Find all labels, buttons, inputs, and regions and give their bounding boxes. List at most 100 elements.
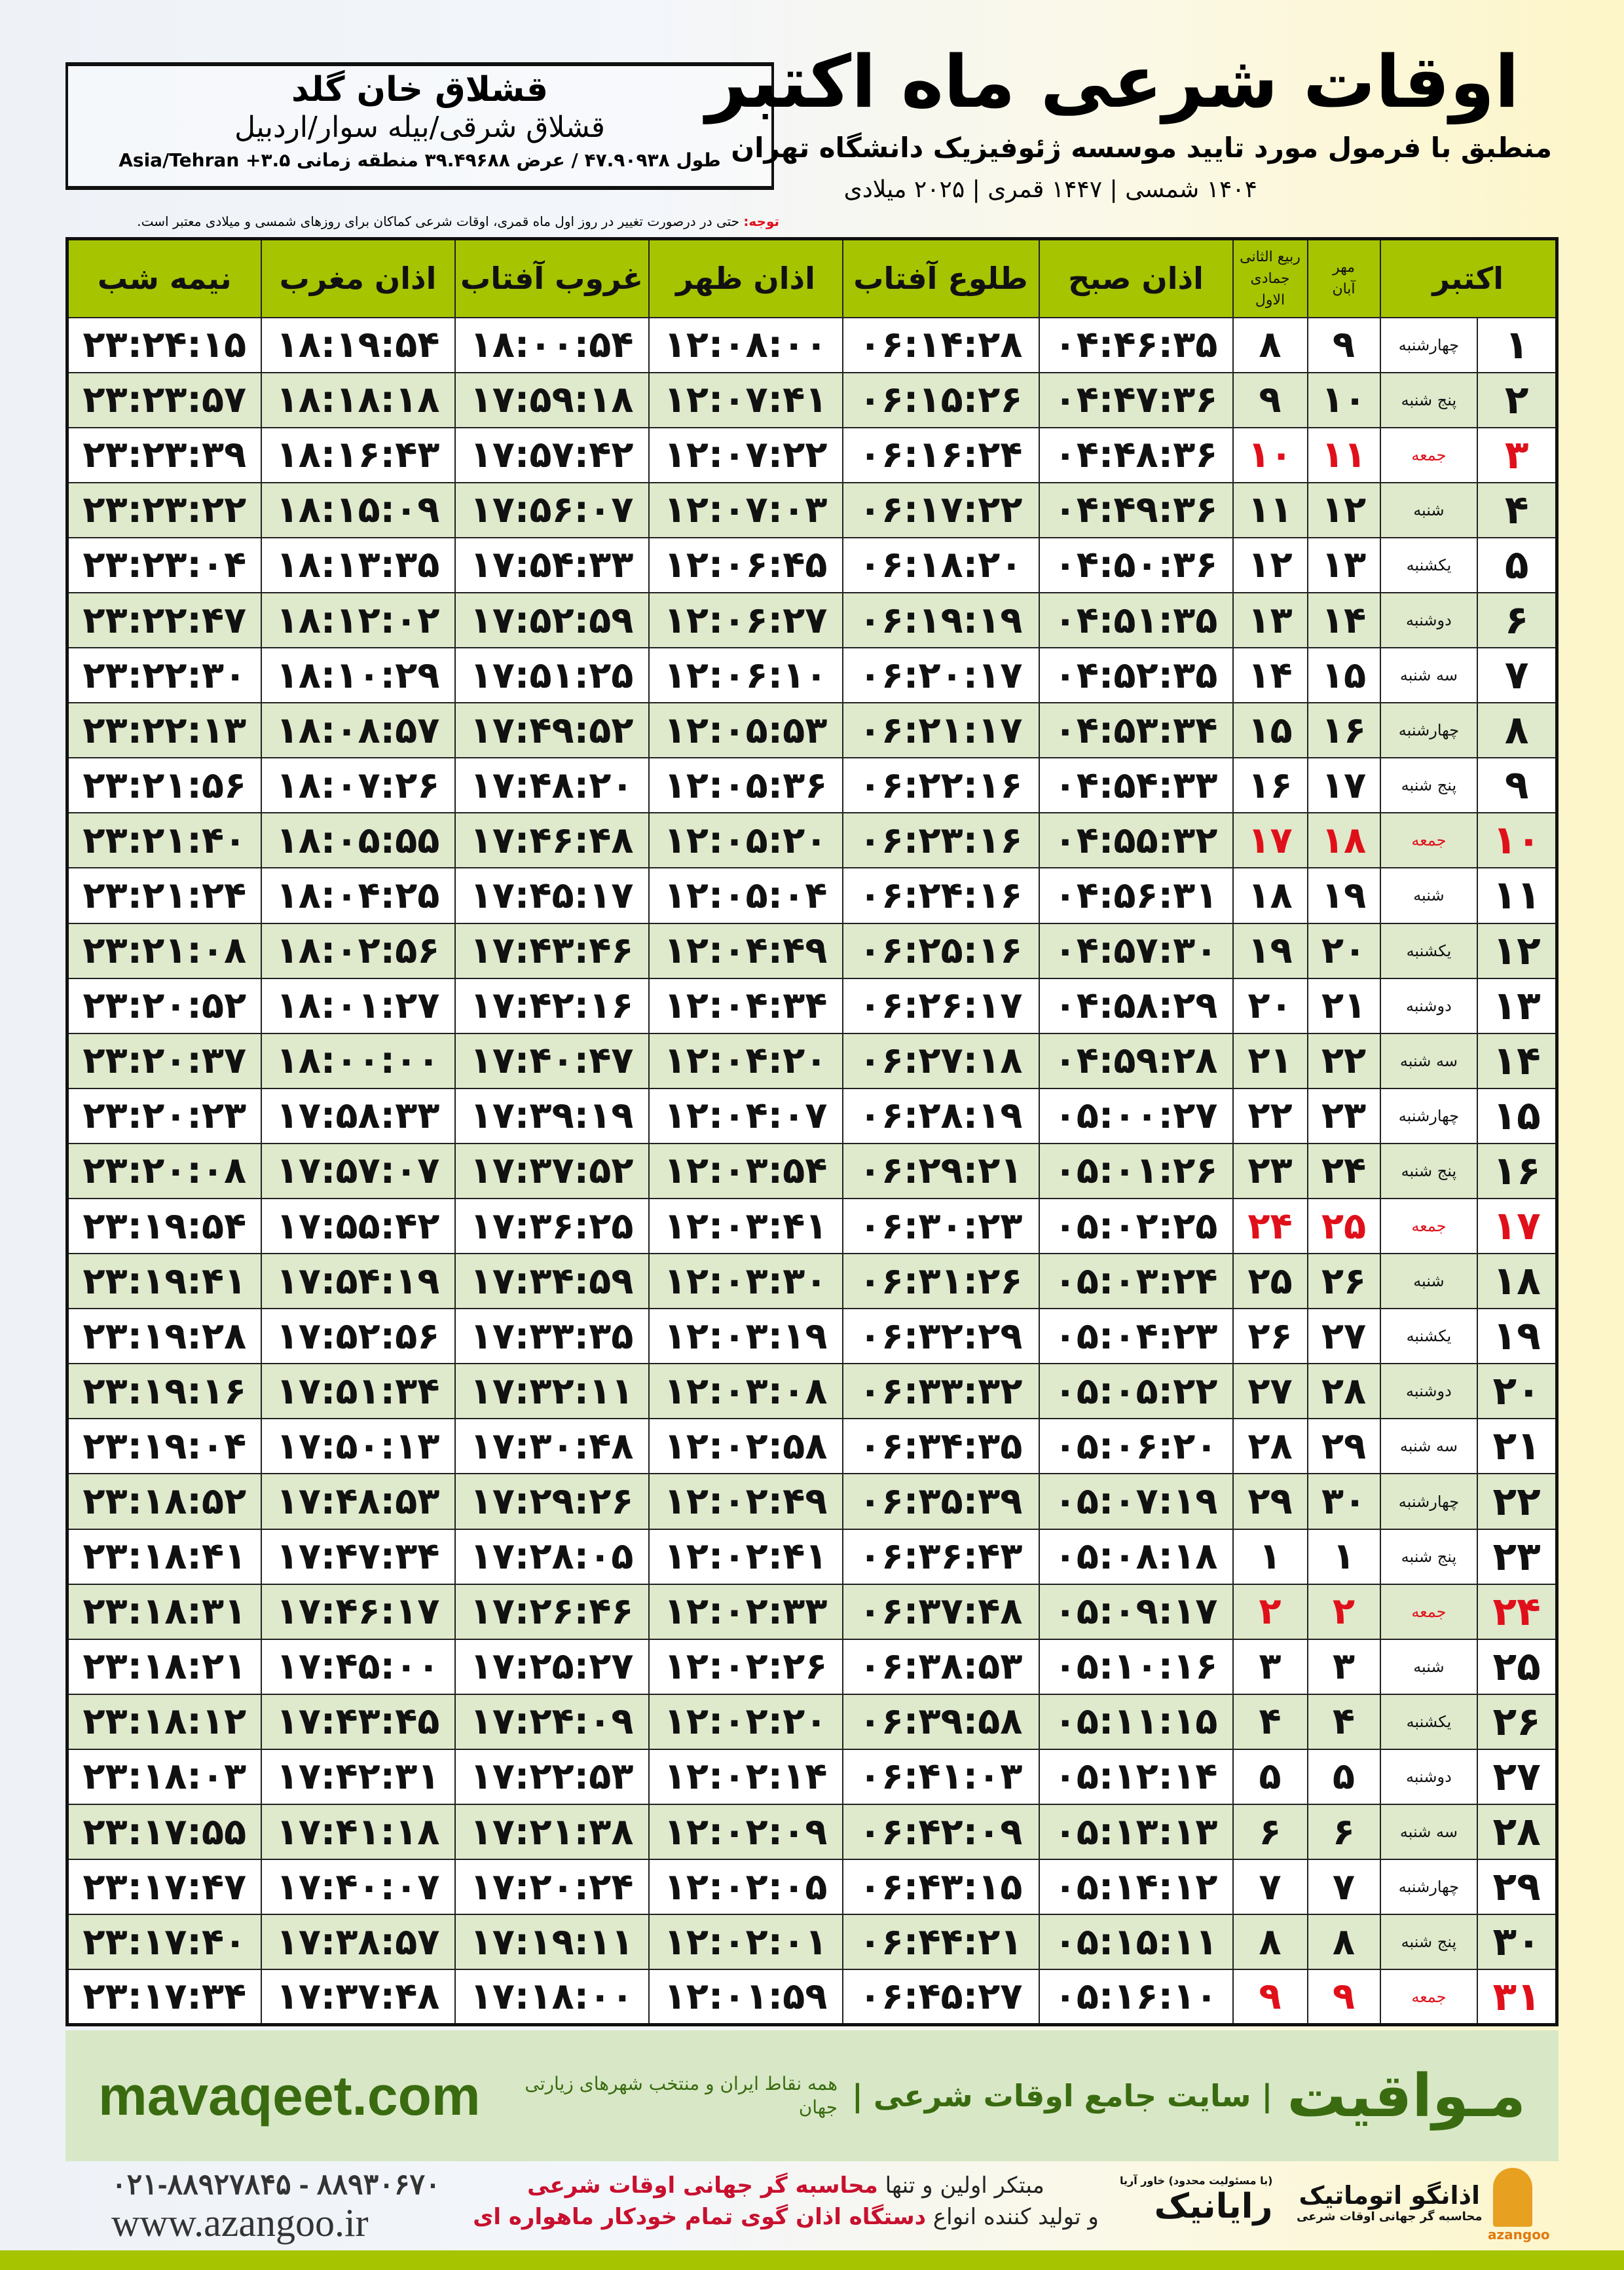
cell-fajr: ۰۴:۵۴:۳۳: [1038, 757, 1234, 814]
footer: ۰۲۱-۸۸۹۲۷۸۴۵ - ۸۸۹۳۰۶۷۰ www.azangoo.ir م…: [0, 2161, 1624, 2246]
cell-shamsi: ۱۵: [1306, 647, 1381, 704]
table-row: ۲۶ یکشنبه ۴ ۴ ۰۵:۱۱:۱۵ ۰۶:۳۹:۵۸ ۱۲:۰۲:۲۰ ۱۷:۲۴:…: [66, 1693, 1558, 1750]
cell-day: ۵: [1477, 536, 1558, 593]
header-fajr: اذان صبح: [1038, 238, 1234, 318]
azangoo-name: اذانگو اتوماتیک: [1299, 2181, 1481, 2210]
cell-maghrib: ۱۸:۱۶:۴۳: [260, 426, 456, 483]
cell-fajr: ۰۵:۰۸:۱۸: [1038, 1528, 1234, 1585]
cell-dhuhr: ۱۲:۰۷:۰۳: [648, 481, 843, 538]
cell-shamsi: ۱۴: [1306, 591, 1381, 649]
header-month: اکتبر: [1379, 238, 1558, 318]
banner-domain-link[interactable]: mavaqeet.com: [98, 2064, 481, 2127]
cell-hijri: ۱۱: [1232, 481, 1308, 538]
cell-midnight: ۲۳:۱۷:۳۴: [66, 1969, 262, 2026]
table-row: ۷ سه شنبه ۱۵ ۱۴ ۰۴:۵۲:۳۵ ۰۶:۲۰:۱۷ ۱۲:۰۶:۱۰ ۱۷:۵…: [66, 647, 1558, 704]
cell-shamsi: ۱۶: [1306, 702, 1381, 759]
cell-sunrise: ۰۶:۴۱:۰۳: [841, 1748, 1040, 1806]
cell-day: ۱۱: [1477, 867, 1558, 924]
cell-weekday: شنبه: [1379, 481, 1479, 538]
cell-dhuhr: ۱۲:۰۲:۴۱: [648, 1528, 843, 1585]
cell-fajr: ۰۵:۰۳:۲۴: [1038, 1253, 1234, 1310]
cell-fajr: ۰۵:۱۲:۱۴: [1038, 1748, 1234, 1806]
cell-shamsi: ۲۳: [1306, 1087, 1381, 1144]
cell-sunset: ۱۸:۰۰:۵۴: [454, 316, 650, 373]
cell-sunrise: ۰۶:۳۵:۳۹: [841, 1473, 1040, 1530]
cell-sunset: ۱۷:۵۷:۴۲: [454, 426, 650, 483]
cell-hijri: ۲: [1232, 1583, 1308, 1640]
table-row: ۸ چهارشنبه ۱۶ ۱۵ ۰۴:۵۳:۳۴ ۰۶:۲۱:۱۷ ۱۲:۰۵:۵۳ ۱۷:…: [66, 702, 1558, 759]
cell-sunset: ۱۷:۳۷:۵۲: [454, 1142, 650, 1200]
cell-sunrise: ۰۶:۲۱:۱۷: [841, 702, 1040, 759]
table-row: ۲۵ شنبه ۳ ۳ ۰۵:۱۰:۱۶ ۰۶:۳۸:۵۳ ۱۲:۰۲:۲۶ ۱۷:۲۵:۲۷…: [66, 1638, 1558, 1695]
cell-fajr: ۰۵:۱۴:۱۲: [1038, 1859, 1234, 1916]
cell-day: ۱۹: [1477, 1308, 1558, 1365]
cell-midnight: ۲۳:۱۹:۵۴: [66, 1197, 262, 1255]
cell-midnight: ۲۳:۱۷:۵۵: [66, 1804, 262, 1861]
footer-website-link[interactable]: www.azangoo.ir: [111, 2201, 369, 2244]
cell-weekday: یکشنبه: [1379, 1693, 1479, 1750]
cell-midnight: ۲۳:۱۷:۴۷: [66, 1859, 262, 1916]
cell-midnight: ۲۳:۲۳:۵۷: [66, 371, 262, 428]
cell-weekday: پنج شنبه: [1379, 1142, 1479, 1200]
cell-midnight: ۲۳:۱۷:۴۰: [66, 1914, 262, 1971]
cell-sunset: ۱۷:۲۱:۳۸: [454, 1804, 650, 1861]
cell-maghrib: ۱۷:۵۱:۳۴: [260, 1363, 456, 1420]
page-subtitle: منطبق با فرمول مورد تایید موسسه ژئوفیزیک…: [731, 132, 1552, 164]
cell-day: ۸: [1477, 702, 1558, 759]
cell-sunset: ۱۷:۵۹:۱۸: [454, 371, 650, 428]
cell-sunset: ۱۷:۴۵:۱۷: [454, 867, 650, 924]
cell-sunset: ۱۷:۲۸:۰۵: [454, 1528, 650, 1585]
table-row: ۴ شنبه ۱۲ ۱۱ ۰۴:۴۹:۳۶ ۰۶:۱۷:۲۲ ۱۲:۰۷:۰۳ ۱۷:۵۶:۰…: [66, 481, 1558, 538]
cell-hijri: ۱۸: [1232, 867, 1308, 924]
cell-dhuhr: ۱۲:۰۶:۱۰: [648, 647, 843, 704]
cell-midnight: ۲۳:۲۱:۵۶: [66, 757, 262, 814]
cell-shamsi: ۸: [1306, 1914, 1381, 1971]
cell-weekday: جمعه: [1379, 1969, 1479, 2026]
cell-midnight: ۲۳:۲۰:۲۳: [66, 1087, 262, 1144]
cell-sunrise: ۰۶:۲۶:۱۷: [841, 977, 1040, 1034]
cell-midnight: ۲۳:۱۸:۳۱: [66, 1583, 262, 1640]
cell-midnight: ۲۳:۲۰:۵۲: [66, 977, 262, 1034]
cell-hijri: ۸: [1232, 316, 1308, 373]
banner-slogan: | سایت جامع اوقات شرعی |: [852, 2078, 1273, 2113]
cell-dhuhr: ۱۲:۰۲:۲۰: [648, 1693, 843, 1750]
cell-shamsi: ۲۵: [1306, 1197, 1381, 1255]
bottom-stripe: [0, 2250, 1624, 2270]
cell-hijri: ۱۲: [1232, 536, 1308, 593]
cell-fajr: ۰۴:۴۹:۳۶: [1038, 481, 1234, 538]
cell-dhuhr: ۱۲:۰۲:۰۹: [648, 1804, 843, 1861]
header-maghrib: اذان مغرب: [260, 238, 456, 318]
cell-day: ۲۸: [1477, 1804, 1558, 1861]
cell-sunrise: ۰۶:۲۸:۱۹: [841, 1087, 1040, 1144]
cell-midnight: ۲۳:۲۲:۳۰: [66, 647, 262, 704]
cell-day: ۱۳: [1477, 977, 1558, 1034]
cell-fajr: ۰۴:۵۷:۳۰: [1038, 922, 1234, 979]
cell-sunrise: ۰۶:۳۶:۴۳: [841, 1528, 1040, 1585]
cell-sunrise: ۰۶:۳۴:۳۵: [841, 1418, 1040, 1475]
cell-shamsi: ۲۹: [1306, 1418, 1381, 1475]
table-row: ۲۸ سه شنبه ۶ ۶ ۰۵:۱۳:۱۳ ۰۶:۴۲:۰۹ ۱۲:۰۲:۰۹ ۱۷:۲۱…: [66, 1804, 1558, 1861]
cell-sunset: ۱۷:۴۰:۴۷: [454, 1032, 650, 1089]
cell-dhuhr: ۱۲:۰۵:۵۳: [648, 702, 843, 759]
cell-dhuhr: ۱۲:۰۴:۰۷: [648, 1087, 843, 1144]
cell-hijri: ۶: [1232, 1804, 1308, 1861]
cell-day: ۱: [1477, 316, 1558, 373]
cell-shamsi: ۲۲: [1306, 1032, 1381, 1089]
cell-dhuhr: ۱۲:۰۷:۴۱: [648, 371, 843, 428]
cell-maghrib: ۱۸:۰۴:۲۵: [260, 867, 456, 924]
cell-weekday: پنج شنبه: [1379, 371, 1479, 428]
banner-right-group: مـواقیت | سایت جامع اوقات شرعی | همه نقا…: [497, 2062, 1526, 2130]
cell-dhuhr: ۱۲:۰۲:۰۵: [648, 1859, 843, 1916]
table-row: ۱۲ یکشنبه ۲۰ ۱۹ ۰۴:۵۷:۳۰ ۰۶:۲۵:۱۶ ۱۲:۰۴:۴۹ ۱۷:۴…: [66, 922, 1558, 979]
cell-maghrib: ۱۸:۱۹:۵۴: [260, 316, 456, 373]
cell-weekday: دوشنبه: [1379, 977, 1479, 1034]
cell-dhuhr: ۱۲:۰۲:۰۱: [648, 1914, 843, 1971]
years-line: ۱۴۰۴ شمسی | ۱۴۴۷ قمری | ۲۰۲۵ میلادی: [843, 176, 1257, 203]
cell-day: ۱۸: [1477, 1253, 1558, 1310]
cell-dhuhr: ۱۲:۰۶:۴۵: [648, 536, 843, 593]
cell-hijri: ۳: [1232, 1638, 1308, 1695]
cell-fajr: ۰۵:۰۶:۲۰: [1038, 1418, 1234, 1475]
cell-sunset: ۱۷:۲۵:۲۷: [454, 1638, 650, 1695]
cell-sunset: ۱۷:۲۹:۲۶: [454, 1473, 650, 1530]
cell-sunrise: ۰۶:۳۹:۵۸: [841, 1693, 1040, 1750]
